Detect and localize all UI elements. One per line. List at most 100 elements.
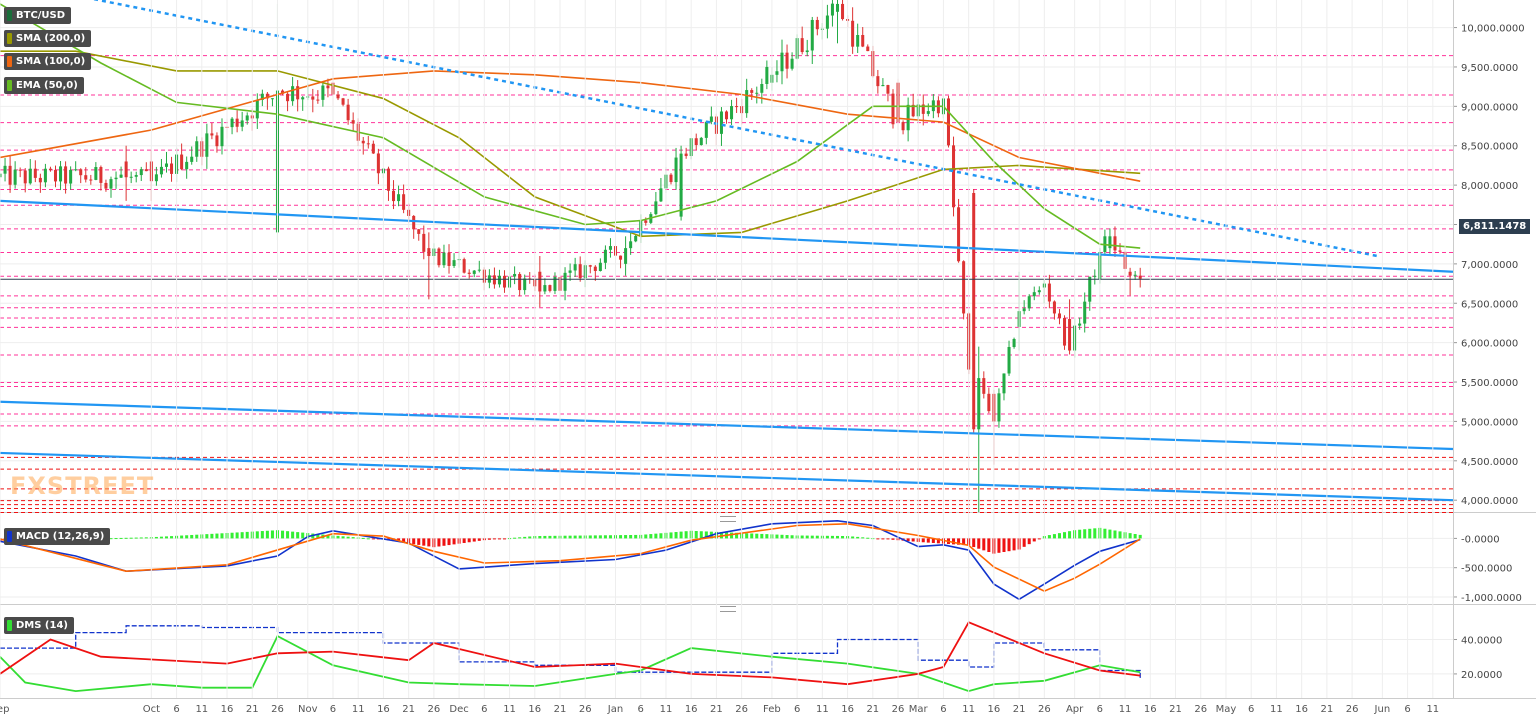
candle-body: [709, 116, 713, 122]
candle-body: [64, 166, 68, 184]
candle-body: [281, 90, 285, 94]
candle-body: [634, 235, 638, 242]
watermark-logo: FXSTREET: [10, 472, 155, 500]
sma100-label[interactable]: SMA (100,0): [4, 53, 92, 70]
macd-histogram-bar: [735, 532, 739, 539]
candle-body: [351, 120, 355, 124]
dms-label[interactable]: DMS (14): [4, 617, 74, 634]
macd-histogram-bar: [891, 538, 895, 540]
macd-histogram-bar: [301, 532, 305, 539]
macd-histogram-bar: [240, 532, 244, 539]
candle-body: [1128, 271, 1132, 276]
macd-histogram-bar: [881, 538, 885, 540]
ema50-swatch: [7, 80, 12, 91]
price-y-tick-label: 6,000.0000: [1461, 339, 1518, 350]
candle-body: [53, 169, 58, 182]
macd-histogram-bar: [361, 537, 365, 539]
x-tick-label: 16: [841, 704, 854, 715]
x-tick-label: 6: [638, 704, 644, 715]
candle-body: [336, 94, 340, 99]
dms-pane[interactable]: 40.0000 20.0000: [0, 612, 1536, 699]
price-pane[interactable]: 10,000.0000 9,500.0000 9,000.0000 8,500.000…: [0, 0, 1536, 513]
candle-body: [311, 96, 315, 100]
macd-histogram-bar: [129, 537, 133, 539]
candle-body: [1078, 323, 1082, 326]
macd-pane[interactable]: -0.0000 -500.0000 -1,000.0000: [0, 519, 1536, 605]
ema50-label[interactable]: EMA (50,0): [4, 77, 84, 94]
sma200-label[interactable]: SMA (200,0): [4, 30, 92, 47]
macd-histogram-bar: [957, 538, 961, 545]
macd-histogram-bar: [442, 538, 446, 546]
macd-histogram-bar: [603, 535, 607, 539]
price-y-tick-label: 6,500.0000: [1461, 299, 1518, 310]
macd-histogram-bar: [1108, 529, 1112, 539]
macd-histogram-bar: [841, 535, 845, 539]
macd-histogram-bar: [164, 536, 169, 539]
macd-histogram-bar: [931, 538, 935, 543]
candle-body: [8, 165, 12, 185]
symbol-label[interactable]: BTC/USD: [4, 7, 72, 24]
pane-resize-handle-macd[interactable]: [720, 516, 736, 522]
macd-label[interactable]: MACD (12,26,9): [4, 528, 111, 545]
candle-body: [164, 163, 169, 167]
macd-histogram-bar: [497, 538, 501, 540]
macd-histogram-bar: [518, 537, 522, 539]
candle-body: [503, 275, 507, 288]
macd-histogram-bar: [422, 538, 426, 546]
macd-histogram-bar: [654, 533, 658, 539]
candle-body: [669, 174, 673, 183]
macd-histogram-bar: [775, 534, 779, 539]
candle-body: [1113, 236, 1117, 251]
macd-histogram-bar: [1012, 538, 1016, 551]
candle-body: [341, 98, 345, 105]
candle-body: [775, 71, 779, 75]
x-tick-label: 11: [503, 704, 516, 715]
pane-background: [0, 0, 1453, 512]
macd-histogram-bar: [1037, 538, 1041, 540]
price-y-tick-label: 4,500.0000: [1461, 457, 1518, 468]
candle-body: [159, 166, 163, 175]
pane-resize-handle-dms[interactable]: [720, 606, 736, 612]
candle-body: [835, 3, 840, 12]
x-tick-label: 6: [1248, 704, 1254, 715]
x-tick-label: 26: [1194, 704, 1207, 715]
x-tick-label: 21: [1013, 704, 1026, 715]
candle-body: [417, 229, 421, 234]
macd-histogram-bar: [1068, 531, 1072, 539]
macd-histogram-bar: [412, 538, 416, 545]
macd-histogram-bar: [1063, 532, 1067, 539]
macd-histogram-bar: [341, 536, 345, 539]
x-tick-label: 26: [735, 704, 748, 715]
macd-histogram-bar: [1128, 533, 1132, 539]
macd-histogram-bar: [578, 535, 582, 539]
candle-body: [477, 269, 481, 271]
macd-histogram-bar: [1002, 538, 1006, 552]
macd-histogram-bar: [417, 538, 421, 545]
macd-histogram-bar: [830, 535, 834, 539]
macd-histogram-bar: [124, 537, 128, 539]
candle-body: [972, 192, 976, 430]
dms-y-tick-label: 20.0000: [1461, 670, 1502, 681]
candle-body: [760, 83, 764, 93]
macd-histogram-bar: [316, 534, 320, 539]
x-tick-label: 26: [428, 704, 441, 715]
macd-histogram-bar: [982, 538, 986, 551]
macd-histogram-bar: [523, 536, 527, 539]
candle-body: [462, 259, 466, 273]
x-tick-label: Feb: [763, 704, 781, 715]
candle-body: [906, 104, 910, 131]
price-y-tick-label: 9,500.0000: [1461, 63, 1518, 74]
candle-body: [891, 93, 895, 125]
trendline-2: [0, 199, 1454, 273]
macd-histogram-bar: [835, 535, 840, 539]
candle-body: [977, 378, 981, 430]
macd-histogram-bar: [230, 532, 234, 539]
candle-body: [785, 52, 789, 69]
macd-histogram-bar: [997, 538, 1001, 553]
trendline-4: [0, 451, 1454, 502]
macd-histogram-bar: [679, 531, 683, 539]
macd-histogram-bar: [134, 537, 138, 539]
price-y-tick-label: 8,500.0000: [1461, 142, 1518, 153]
macd-histogram-bar: [790, 535, 794, 539]
